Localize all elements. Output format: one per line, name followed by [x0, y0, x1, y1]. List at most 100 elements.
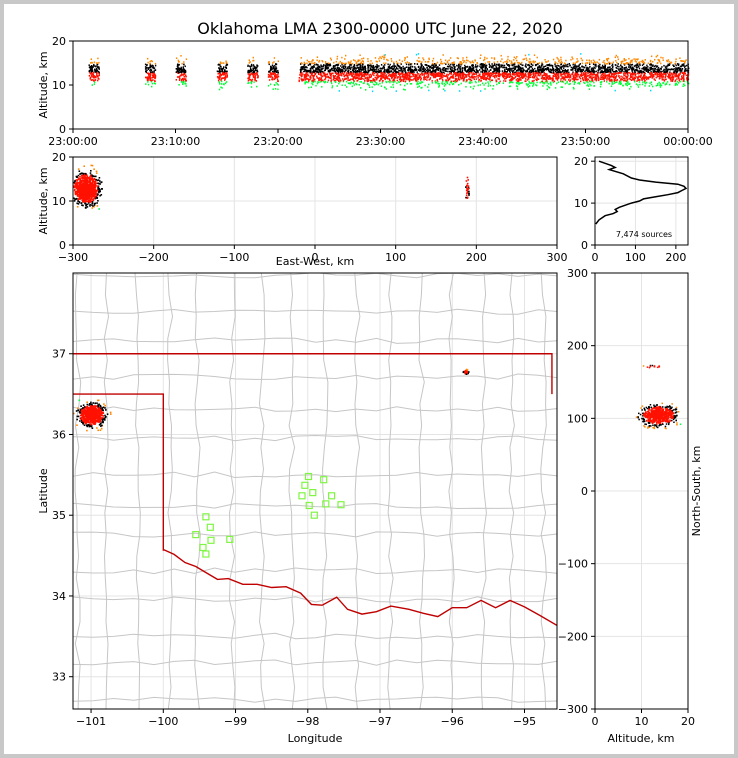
time-altitude-point [659, 76, 661, 78]
time-altitude-point [337, 74, 339, 77]
time-altitude-point [557, 68, 560, 70]
time-altitude-point [583, 72, 585, 74]
time-altitude-point [583, 76, 586, 78]
time-altitude-point [547, 83, 550, 85]
time-altitude-point [547, 75, 549, 77]
time-altitude-point [400, 80, 402, 83]
time-altitude-point [417, 73, 420, 75]
time-altitude-point [569, 75, 572, 77]
time-altitude-point [497, 72, 499, 74]
time-altitude-point [374, 69, 376, 71]
time-altitude-point [267, 76, 270, 78]
time-altitude-point [153, 70, 155, 72]
time-altitude-point [641, 72, 643, 75]
time-altitude-point [536, 81, 538, 84]
time-altitude-point [151, 71, 154, 73]
time-altitude-point [147, 81, 149, 83]
time-altitude-point [657, 75, 660, 78]
time-altitude-point [602, 73, 604, 75]
time-altitude-point [565, 72, 567, 75]
time-altitude-point [328, 70, 331, 73]
time-altitude-point [359, 63, 361, 66]
time-altitude-point [669, 68, 671, 71]
time-altitude-point [435, 71, 437, 73]
time-altitude-point [417, 80, 419, 83]
time-altitude-point [277, 80, 279, 82]
time-altitude-point [572, 69, 574, 71]
time-altitude-point [542, 78, 544, 81]
time-altitude-point [479, 57, 481, 59]
time-altitude-point [641, 79, 643, 81]
time-altitude-point [672, 64, 674, 66]
time-altitude-point [358, 71, 361, 73]
time-altitude-point [429, 67, 431, 69]
time-altitude-point [323, 64, 325, 67]
time-altitude-point [647, 77, 650, 79]
time-altitude-point [426, 69, 428, 72]
time-altitude-point [306, 66, 308, 69]
time-altitude-point [310, 86, 312, 88]
time-altitude-point [147, 61, 149, 64]
time-altitude-point [613, 79, 616, 82]
time-altitude-point [618, 83, 620, 85]
time-altitude-point [642, 63, 645, 65]
time-altitude-point [561, 77, 563, 80]
time-altitude-point [363, 73, 366, 76]
time-altitude-point [525, 80, 527, 83]
time-altitude-point [549, 71, 551, 73]
time-altitude-point [624, 77, 626, 79]
time-altitude-point [95, 68, 98, 70]
time-altitude-point [635, 66, 638, 69]
time-altitude-point [623, 70, 625, 73]
time-altitude-point [613, 82, 616, 84]
time-altitude-point [320, 77, 322, 79]
time-altitude-point [574, 76, 577, 79]
time-altitude-point [649, 67, 651, 69]
time-altitude-point [402, 65, 404, 68]
time-altitude-point [520, 82, 522, 84]
time-altitude-point [269, 68, 272, 70]
time-altitude-point [578, 65, 580, 68]
time-altitude-point [600, 78, 602, 80]
time-altitude-point [605, 71, 607, 73]
time-altitude-point [476, 69, 478, 72]
time-altitude-point [538, 70, 540, 73]
time-altitude-point [247, 71, 249, 74]
time-altitude-point [604, 64, 606, 67]
time-altitude-point [509, 72, 511, 75]
time-altitude-point [448, 59, 450, 62]
time-altitude-point [509, 74, 511, 77]
time-altitude-point [569, 73, 571, 76]
time-altitude-point [305, 66, 307, 68]
time-altitude-point [338, 82, 340, 85]
time-altitude-point [316, 66, 319, 69]
time-altitude-point [590, 77, 593, 80]
time-altitude-point [270, 66, 273, 68]
time-altitude-point [449, 81, 452, 83]
time-altitude-point [516, 59, 518, 62]
time-altitude-point [594, 78, 596, 80]
time-altitude-point [584, 62, 587, 65]
time-altitude-point [97, 70, 100, 73]
time-altitude-point [407, 75, 409, 77]
time-altitude-point [316, 67, 318, 70]
time-altitude-point [639, 64, 641, 67]
time-altitude-point [431, 70, 434, 73]
time-altitude-point [175, 79, 177, 81]
time-altitude-point [558, 72, 560, 75]
time-altitude-point [301, 67, 303, 69]
time-altitude-point [644, 67, 647, 69]
time-altitude-point [651, 65, 653, 67]
time-altitude-point [655, 55, 657, 58]
time-altitude-point [185, 79, 187, 82]
time-altitude-point [678, 73, 680, 75]
time-altitude-point [635, 64, 638, 67]
time-altitude-point [575, 76, 577, 78]
time-altitude-point [432, 74, 434, 77]
time-altitude-point [657, 62, 659, 64]
time-altitude-point [403, 77, 405, 79]
time-altitude-point [323, 69, 326, 72]
time-altitude-point [584, 70, 586, 73]
time-altitude-point [554, 65, 557, 67]
time-altitude-point [481, 71, 484, 73]
